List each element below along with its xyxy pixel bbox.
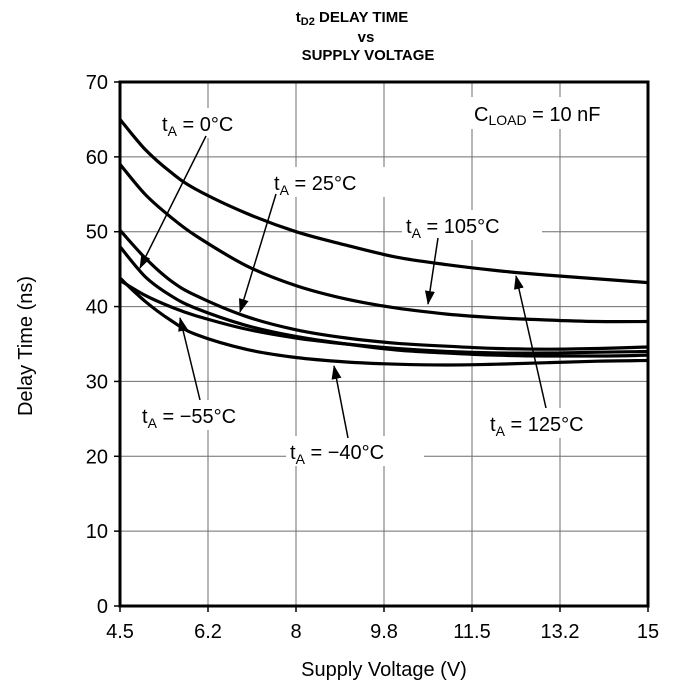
load-condition-label: CLOAD = 10 nF [474,104,601,128]
label-ta-25c: tA = 25°C [274,173,356,198]
y-tick-label: 70 [86,72,108,94]
x-tick-label: 15 [637,621,659,643]
arrow-0c [139,135,207,269]
series-line-1 [118,276,649,367]
x-axis-label: Supply Voltage (V) [301,659,467,681]
label-bg-0c [158,108,276,138]
label-bg-m55c [138,400,278,430]
arrow-105c [425,237,439,305]
series-line-4 [118,163,649,324]
y-tick-label: 60 [86,147,108,169]
series-line-2 [118,245,649,358]
label-ta-m55c: tA = −55°C [142,406,236,431]
x-tick-label: 9.8 [370,621,398,643]
series-lines [118,118,649,367]
label-ta-0c: tA = 0°C [162,114,233,139]
series-line-3 [118,229,649,351]
label-ta-m40c: tA = −40°C [290,442,384,467]
arrow-m55c [178,317,201,401]
label-bg-25c [270,167,400,197]
y-tick-label: 20 [86,446,108,468]
series-line-5 [118,118,649,285]
y-tick-label: 40 [86,297,108,319]
x-tick-label: 11.5 [453,621,490,643]
arrow-25c [239,193,277,313]
label-bg-125c [486,408,618,438]
y-tick-label: 10 [86,521,108,543]
chart-title-line2: vs [358,29,375,46]
arrow-125c [514,275,547,409]
y-axis-label: Delay Time (ns) [15,276,37,416]
condition-bg [466,97,638,129]
x-tick-label: 13.2 [541,621,580,643]
arrow-m40c [331,365,349,439]
y-tick-label: 50 [86,222,108,244]
chart-title-line3: SUPPLY VOLTAGE [302,47,435,64]
x-tick-label: 8 [290,621,301,643]
label-bg-m40c [286,436,424,466]
label-ta-125c: tA = 125°C [490,414,584,439]
y-tick-label: 30 [86,371,108,393]
label-bg-105c [402,210,542,240]
chart-title-line1: tD2 DELAY TIME [296,9,408,28]
plot-frame [118,80,650,608]
x-tick-labels: 4.5 6.2 8 9.8 11.5 13.2 15 [106,621,659,643]
y-tick-labels: 0 10 20 30 40 50 60 70 [86,72,108,618]
x-tick-label: 4.5 [106,621,134,643]
x-tick-label: 6.2 [194,621,222,643]
y-tick-label: 0 [97,596,108,618]
label-ta-105c: tA = 105°C [406,216,500,241]
